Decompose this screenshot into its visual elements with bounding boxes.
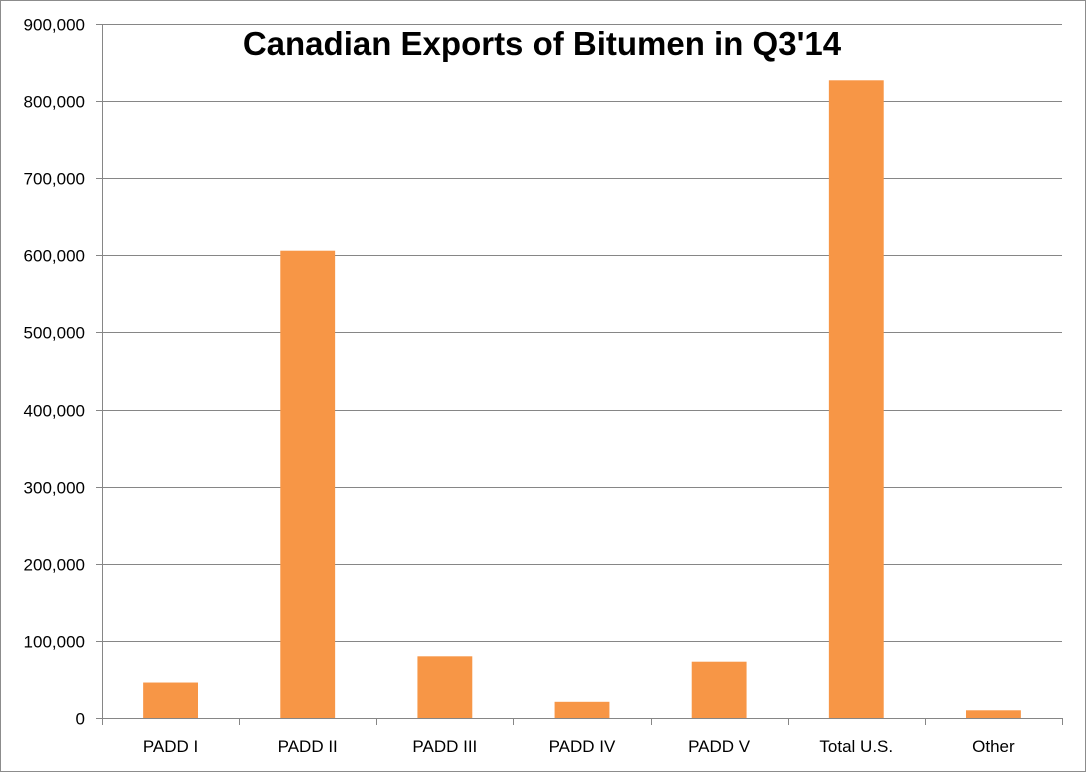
x-tick-label: PADD IV	[549, 737, 616, 756]
y-tick-label: 500,000	[24, 324, 85, 343]
x-tick-label: PADD V	[688, 737, 751, 756]
bar	[691, 661, 747, 718]
y-tick-label: 700,000	[24, 170, 85, 189]
x-tick-label: Total U.S.	[819, 737, 893, 756]
y-tick-label: 300,000	[24, 479, 85, 498]
x-tick-label: PADD I	[143, 737, 198, 756]
gridlines	[102, 24, 1062, 642]
bar	[554, 701, 610, 718]
y-tick-label: 600,000	[24, 247, 85, 266]
y-tick-label: 200,000	[24, 556, 85, 575]
y-tick-label: 800,000	[24, 93, 85, 112]
x-tick-labels: PADD I PADD II PADD III PADD IV PADD V Total …	[143, 737, 1015, 756]
y-tick-label: 0	[76, 710, 85, 729]
axes	[96, 24, 1063, 725]
x-tick-label: PADD II	[278, 737, 338, 756]
bar	[280, 250, 336, 718]
y-tick-label: 400,000	[24, 402, 85, 421]
bar	[417, 656, 473, 718]
y-tick-label: 900,000	[24, 16, 85, 35]
bar	[966, 710, 1021, 718]
bar	[143, 682, 198, 718]
chart-title: Canadian Exports of Bitumen in Q3'14	[243, 25, 842, 62]
bar	[828, 80, 884, 718]
x-tick-label: Other	[972, 737, 1015, 756]
bars	[143, 80, 1021, 718]
y-tick-labels: 0 100,000 200,000 300,000 400,000 500,000 600,…	[24, 16, 85, 729]
y-tick-label: 100,000	[24, 633, 85, 652]
x-tick-label: PADD III	[412, 737, 477, 756]
